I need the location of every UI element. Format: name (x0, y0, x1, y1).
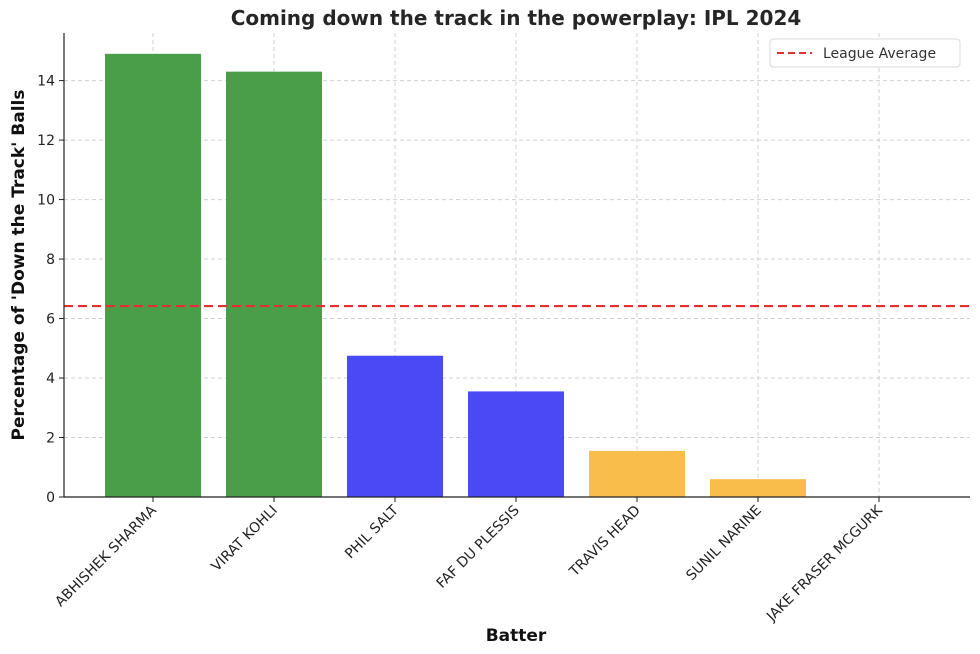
x-tick-label: VIRAT KOHLI (209, 503, 281, 575)
y-tick-label: 6 (46, 312, 55, 328)
x-tick-label: SUNIL NARINE (683, 503, 764, 584)
x-tick-label: ABHISHEK SHARMA (52, 502, 160, 610)
legend: League Average (769, 38, 961, 68)
bar-abhishek-sharma (105, 53, 201, 497)
y-tick-label: 8 (46, 252, 55, 268)
chart-title: Coming down the track in the powerplay: … (231, 6, 802, 30)
x-axis-label: Batter (486, 626, 547, 646)
x-axis-ticks: ABHISHEK SHARMA VIRAT KOHLI PHIL SALT FAF D… (52, 497, 886, 625)
bar-sunil-narine (710, 479, 806, 497)
bar-phil-salt (347, 355, 443, 497)
y-tick-label: 2 (46, 431, 55, 447)
legend-box (769, 38, 961, 68)
bar-faf-du-plessis (468, 391, 564, 497)
legend-label-league-average: League Average (823, 46, 936, 62)
y-tick-label: 10 (37, 193, 55, 209)
x-tick-label: JAKE FRASER MCGURK (763, 502, 886, 625)
y-axis-ticks: 0 2 4 6 8 10 12 14 (37, 74, 64, 506)
x-tick-label: FAF DU PLESSIS (434, 502, 523, 591)
y-tick-label: 0 (46, 490, 55, 506)
x-tick-label: PHIL SALT (342, 502, 402, 562)
y-tick-label: 14 (37, 74, 55, 90)
axes-spines (63, 33, 970, 498)
y-axis-label: Percentage of 'Down the Track' Balls (9, 90, 29, 441)
y-tick-label: 4 (46, 371, 55, 387)
bar-travis-head (589, 450, 685, 497)
x-tick-label: TRAVIS HEAD (566, 503, 644, 581)
bar-virat-kohli (226, 71, 322, 498)
y-tick-label: 12 (37, 133, 55, 149)
bars (105, 53, 806, 498)
